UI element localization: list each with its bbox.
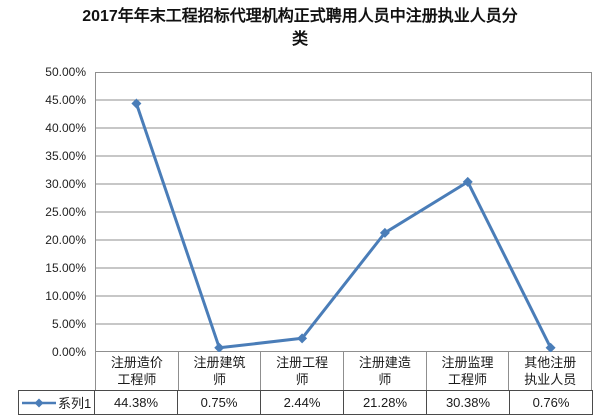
category-label: 注册工程 师 (261, 352, 345, 390)
plot-border (95, 72, 592, 352)
legend-cell: 系列1 (19, 391, 95, 414)
y-axis-tick-label: 25.00% (45, 205, 86, 219)
plot-area (95, 72, 592, 352)
series-value: 44.38% (95, 391, 178, 414)
y-axis-tick-label: 10.00% (45, 289, 86, 303)
chart-title-line1: 2017年年末工程招标代理机构正式聘用人员中注册执业人员分 (82, 8, 518, 25)
category-header-row: 注册造价 工程师 注册建筑 师注册工程 师注册建造 师注册监理 工程师 其他注册 执… (95, 352, 593, 390)
y-axis-tick-label: 20.00% (45, 233, 86, 247)
series-legend-label: 系列1 (58, 396, 92, 411)
chart-title-line2: 类 (291, 31, 308, 48)
y-axis-tick-label: 40.00% (45, 121, 86, 135)
y-axis-tick-label: 50.00% (45, 65, 86, 79)
data-point-marker (131, 98, 142, 109)
series-line (134, 103, 552, 350)
category-label: 其他注册 执业人员 (509, 352, 593, 390)
series-value: 30.38% (427, 391, 510, 414)
y-axis-tick-label: 5.00% (51, 317, 86, 331)
category-label: 注册建筑 师 (179, 352, 262, 390)
data-point-marker (297, 333, 308, 344)
series-line-marker-swatch-icon (22, 398, 56, 407)
y-axis-tick-label: 30.00% (45, 177, 86, 191)
legend-diamond (34, 398, 44, 407)
data-point-marker (545, 342, 556, 352)
category-label: 注册建造 师 (344, 352, 427, 390)
series-value: 2.44% (261, 391, 344, 414)
series-value: 0.76% (532, 395, 570, 410)
chart-title: 2017年年末工程招标代理机构正式聘用人员中注册执业人员分 类 (30, 5, 570, 51)
values-row: 系列1 44.38% 0.75% 2.44% 21.28% 30.38% 0.76% (18, 390, 593, 415)
series-value: 21.28% (344, 391, 427, 414)
y-axis-tick-label: 45.00% (45, 93, 86, 107)
series-value: 0.75% (178, 391, 261, 414)
category-label: 注册监理 工程师 (427, 352, 510, 390)
y-axis-tick-label: 0.00% (51, 345, 86, 359)
data-point-marker (462, 176, 473, 187)
data-point-marker (379, 227, 390, 238)
y-axis: 0.00% 5.00% 10.00% 15.00% 20.00% 25.00% 30.00%… (0, 0, 86, 420)
y-axis-tick-label: 15.00% (45, 261, 86, 275)
data-point-marker (214, 342, 225, 352)
y-axis-tick-label: 35.00% (45, 149, 86, 163)
category-label: 注册造价 工程师 (96, 352, 179, 390)
